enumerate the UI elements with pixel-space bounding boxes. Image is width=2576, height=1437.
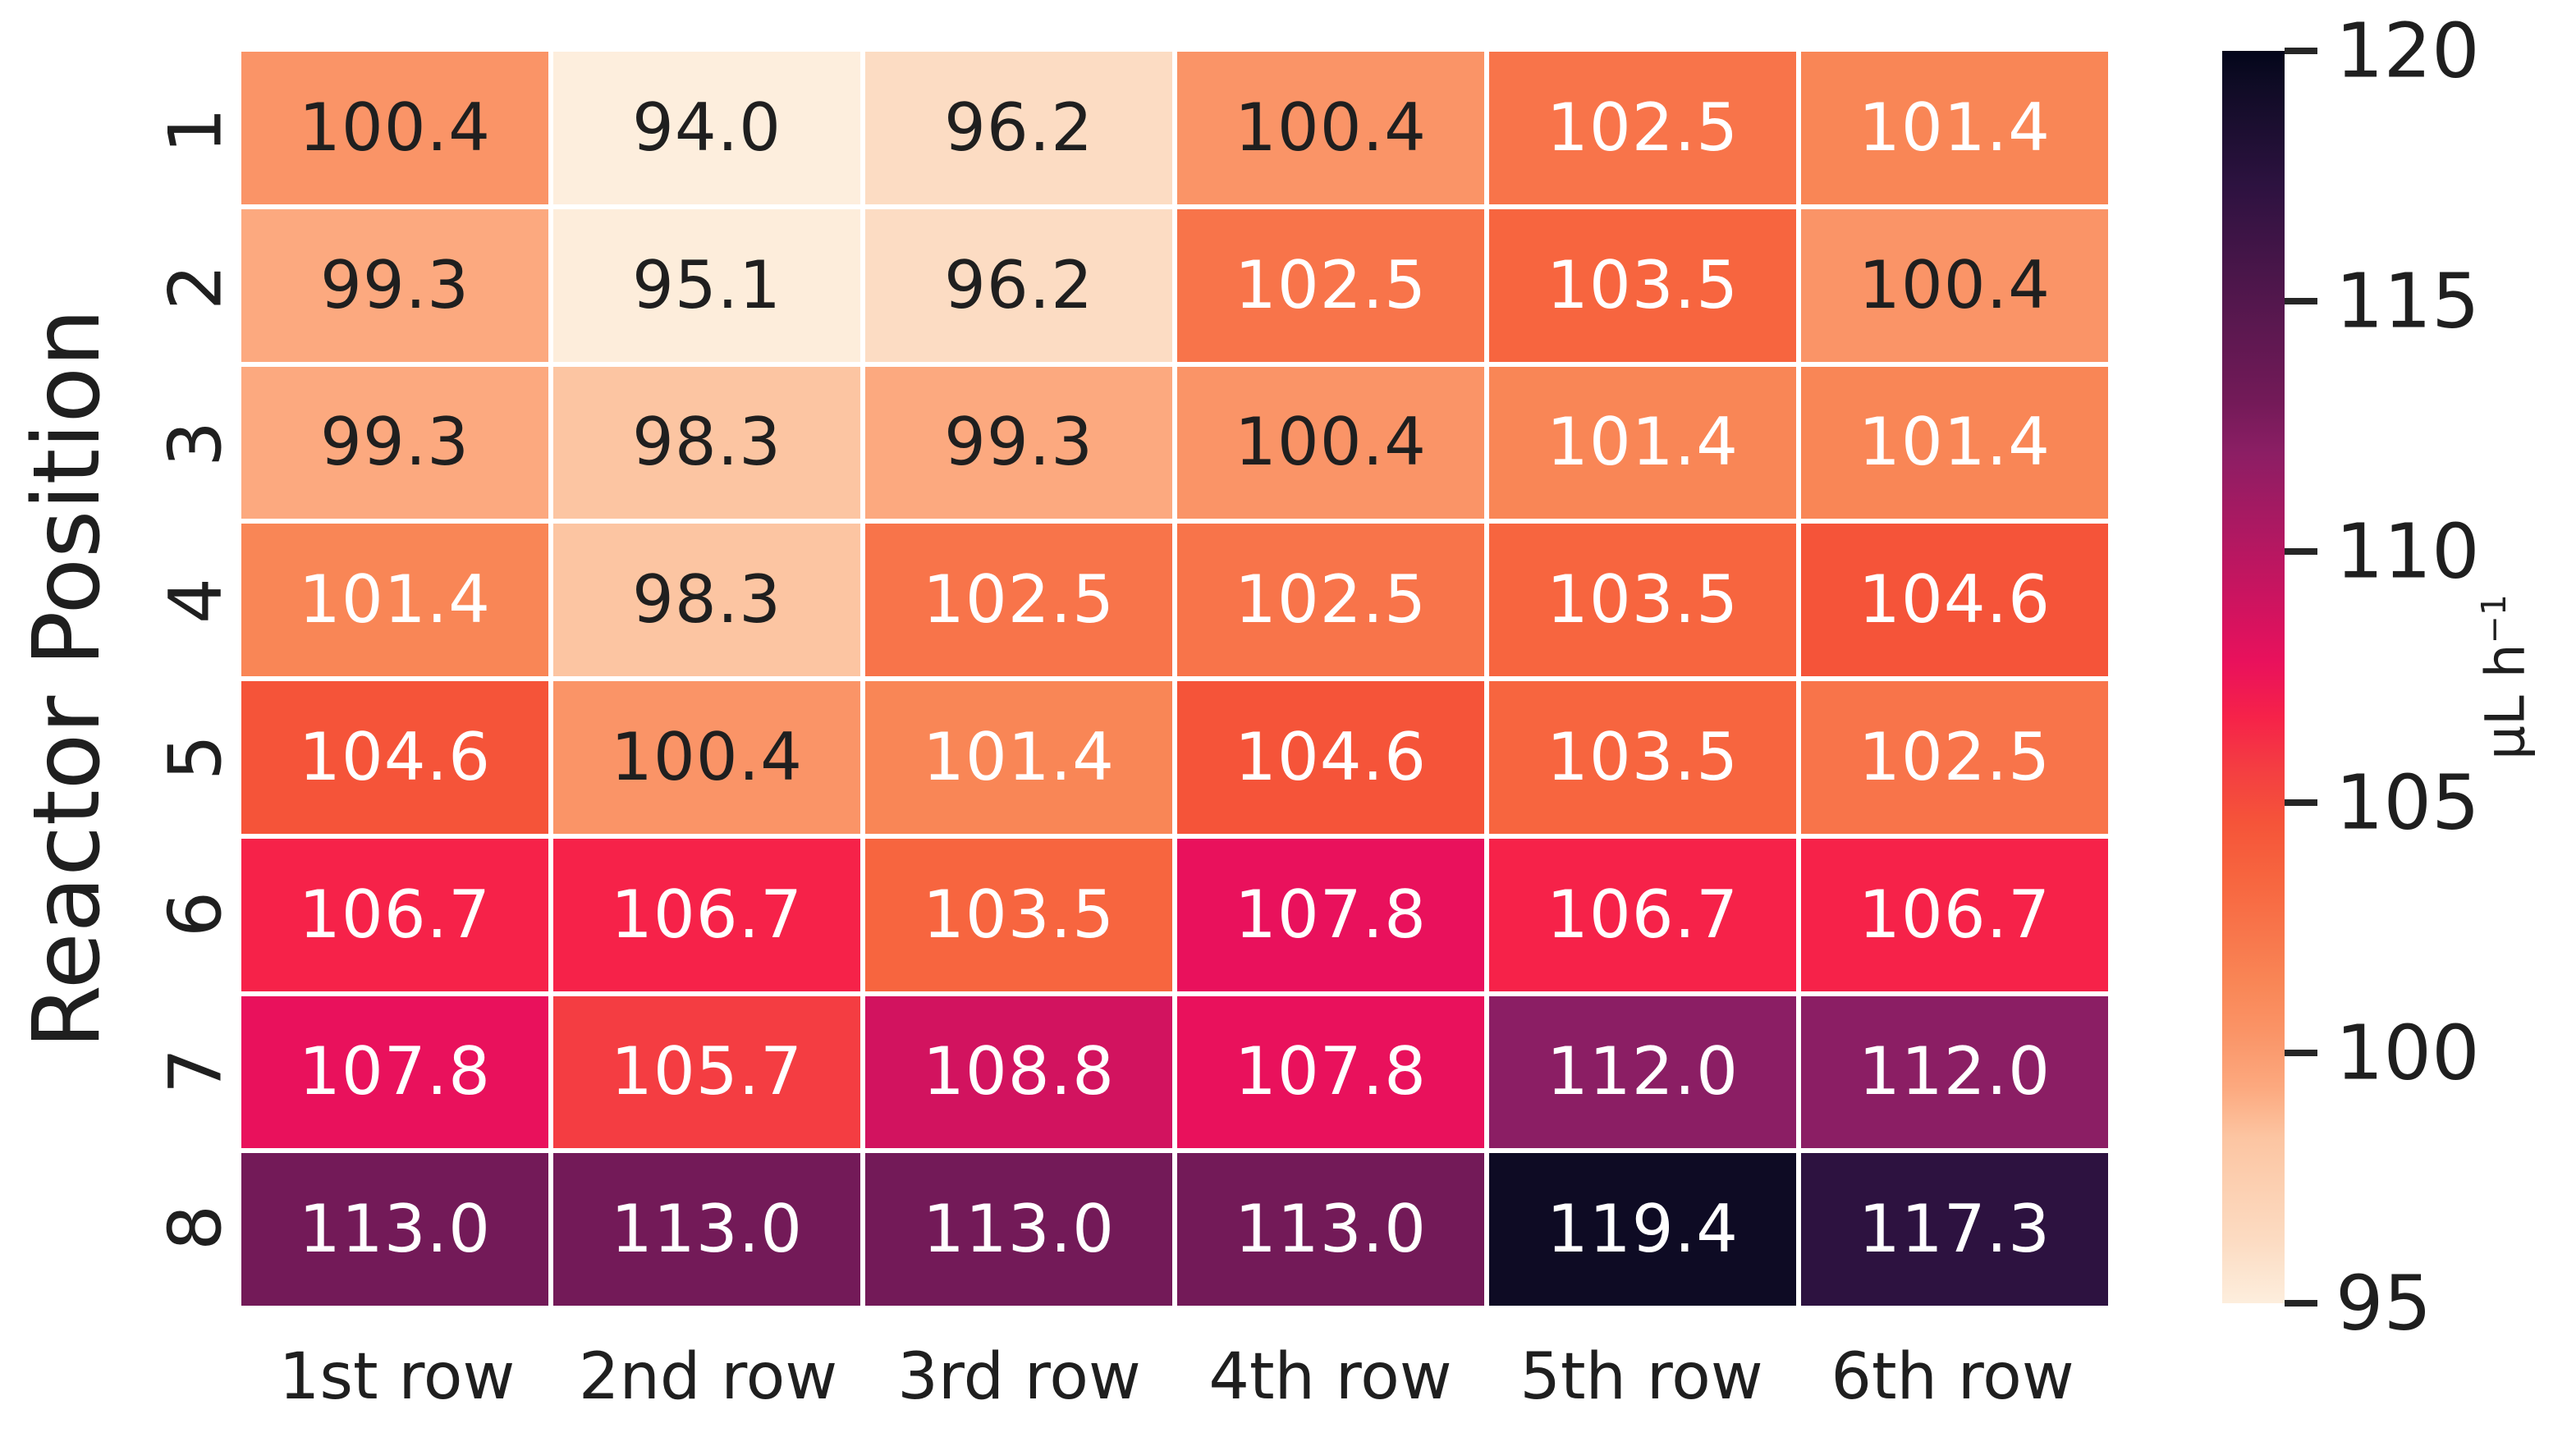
x-tick-label-1: 1st row [278, 1340, 516, 1414]
colorbar [2222, 51, 2285, 1303]
heatmap-cell-r2-c2: 95.1 [553, 208, 860, 362]
heatmap-cell-r7-c4: 107.8 [1177, 995, 1484, 1149]
heatmap-cell-r4-c6: 104.6 [1801, 524, 2108, 676]
heatmap-cell-r5-c6: 102.5 [1801, 681, 2108, 834]
heatmap-cell-r1-c4: 100.4 [1177, 52, 1484, 204]
heatmap-cell-r8-c3: 113.0 [865, 1153, 1172, 1306]
heatmap-cell-r7-c6: 112.0 [1801, 995, 2108, 1149]
heatmap-cell-r3-c5: 101.4 [1489, 366, 1796, 519]
heatmap-cell-r5-c4: 104.6 [1177, 681, 1484, 834]
colorbar-tick-label-110: 110 [2335, 507, 2480, 596]
colorbar-tick-95 [2285, 1300, 2317, 1307]
heatmap-cell-r7-c5: 112.0 [1489, 995, 1796, 1149]
colorbar-tick-label-120: 120 [2335, 7, 2480, 95]
heatmap-cell-r8-c6: 117.3 [1801, 1153, 2108, 1306]
colorbar-tick-115 [2285, 298, 2317, 305]
heatmap-cell-r3-c1: 99.3 [241, 366, 548, 519]
heatmap-cell-r3-c3: 99.3 [865, 366, 1172, 519]
colorbar-label-exponent: −1 [2474, 594, 2514, 644]
heatmap-cell-r6-c6: 106.7 [1801, 838, 2108, 991]
heatmap-cell-r5-c5: 103.5 [1489, 681, 1796, 834]
heatmap-cell-r3-c4: 100.4 [1177, 366, 1484, 519]
heatmap-cell-r3-c2: 98.3 [553, 366, 860, 519]
colorbar-tick-label-105: 105 [2335, 758, 2480, 847]
heatmap-cell-r1-c6: 101.4 [1801, 52, 2108, 204]
heatmap-cell-r1-c3: 96.2 [865, 52, 1172, 204]
colorbar-tick-label-95: 95 [2335, 1259, 2432, 1348]
heatmap-cell-r5-c1: 104.6 [241, 681, 548, 834]
colorbar-tick-label-100: 100 [2335, 1009, 2480, 1097]
colorbar-tick-100 [2285, 1049, 2317, 1056]
heatmap-cell-r2-c3: 96.2 [865, 208, 1172, 362]
heatmap-cell-r6-c5: 106.7 [1489, 838, 1796, 991]
heatmap-cell-r6-c4: 107.8 [1177, 838, 1484, 991]
heatmap-cell-r8-c1: 113.0 [241, 1153, 548, 1306]
colorbar-tick-label-115: 115 [2335, 257, 2480, 346]
heatmap-cell-r2-c1: 99.3 [241, 208, 548, 362]
x-tick-label-4: 4th row [1208, 1340, 1452, 1414]
heatmap-cell-r5-c3: 101.4 [865, 681, 1172, 834]
heatmap-cell-r6-c2: 106.7 [553, 838, 860, 991]
heatmap-cell-r1-c1: 100.4 [241, 52, 548, 204]
y-tick-label-5: 5 [153, 734, 238, 780]
colorbar-tick-110 [2285, 548, 2317, 556]
y-tick-label-3: 3 [153, 420, 238, 467]
colorbar-tick-120 [2285, 48, 2317, 54]
heatmap-cell-r8-c2: 113.0 [553, 1153, 860, 1306]
colorbar-label: μL h−1 [2474, 594, 2537, 760]
heatmap-cell-r4-c3: 102.5 [865, 524, 1172, 676]
heatmap-cell-r8-c4: 113.0 [1177, 1153, 1484, 1306]
heatmap-cell-r1-c5: 102.5 [1489, 52, 1796, 204]
heatmap-cell-r4-c4: 102.5 [1177, 524, 1484, 676]
heatmap-cell-r4-c2: 98.3 [553, 524, 860, 676]
y-axis-label: Reactor Position [14, 308, 121, 1050]
heatmap-cell-r7-c2: 105.7 [553, 995, 860, 1149]
heatmap-cell-r8-c5: 119.4 [1489, 1153, 1796, 1306]
heatmap-cell-r2-c5: 103.5 [1489, 208, 1796, 362]
colorbar-tick-105 [2285, 799, 2317, 806]
heatmap-cell-r7-c1: 107.8 [241, 995, 548, 1149]
y-tick-label-8: 8 [153, 1204, 238, 1251]
heatmap-cell-r6-c3: 103.5 [865, 838, 1172, 991]
x-tick-label-2: 2nd row [578, 1340, 838, 1414]
heatmap-cell-r7-c3: 108.8 [865, 995, 1172, 1149]
heatmap-cell-r2-c4: 102.5 [1177, 208, 1484, 362]
x-tick-label-3: 3rd row [897, 1340, 1141, 1414]
colorbar-label-unit: μL h [2473, 643, 2537, 760]
y-tick-label-1: 1 [153, 107, 238, 153]
heatmap-cell-r2-c6: 100.4 [1801, 208, 2108, 362]
heatmap-cell-r5-c2: 100.4 [553, 681, 860, 834]
y-tick-label-4: 4 [153, 577, 238, 624]
x-tick-label-6: 6th row [1831, 1340, 2074, 1414]
heatmap-cell-r4-c1: 101.4 [241, 524, 548, 676]
y-tick-label-6: 6 [153, 890, 238, 937]
heatmap-cell-r3-c6: 101.4 [1801, 366, 2108, 519]
y-tick-label-2: 2 [153, 263, 238, 310]
x-tick-label-5: 5th row [1519, 1340, 1763, 1414]
heatmap-cell-r6-c1: 106.7 [241, 838, 548, 991]
heatmap-grid: 100.4 94.0 96.2 100.4 102.5 101.4 99.3 95.1 96.2… [241, 52, 2108, 1306]
heatmap-cell-r4-c5: 103.5 [1489, 524, 1796, 676]
y-tick-label-7: 7 [153, 1047, 238, 1094]
heatmap-cell-r1-c2: 94.0 [553, 52, 860, 204]
